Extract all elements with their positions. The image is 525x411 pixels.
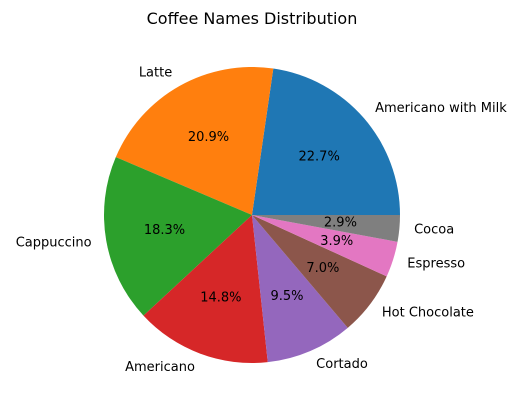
pie-labels: Americano with Milk 22.7% Latte 20.9% Cappuc… [16, 66, 507, 375]
pie-slice-cortado [252, 215, 348, 363]
pie-slice-cappuccino [104, 157, 252, 316]
slice-percent-cappuccino: 18.3% [144, 223, 185, 238]
slice-label-hot-chocolate: Hot Chocolate [382, 306, 474, 321]
slice-label-cappuccino: Cappuccino [16, 235, 92, 250]
pie-slice-americano [143, 215, 268, 363]
slice-percent-cortado: 9.5% [270, 289, 303, 304]
pie-slice-latte [115, 67, 274, 215]
slice-percent-hot-chocolate: 7.0% [306, 261, 339, 276]
pie-slice-espresso [252, 215, 398, 277]
pie-slices [104, 67, 400, 363]
pie-slice-americano-with-milk [252, 68, 400, 216]
slice-label-latte: Latte [139, 66, 172, 81]
slice-percent-latte: 20.9% [188, 130, 229, 145]
pie-slice-cocoa [252, 215, 400, 242]
slice-percent-americano: 14.8% [200, 291, 241, 306]
slice-label-espresso: Espresso [407, 256, 465, 271]
slice-percent-cocoa: 2.9% [324, 216, 357, 231]
slice-label-cocoa: Cocoa [414, 222, 454, 237]
slice-percent-americano-with-milk: 22.7% [299, 149, 340, 164]
slice-percent-espresso: 3.9% [320, 234, 353, 249]
slice-label-americano: Americano [125, 360, 195, 375]
pie-slice-hot-chocolate [252, 215, 387, 328]
slice-label-americano-with-milk: Americano with Milk [375, 101, 507, 116]
chart-title: Coffee Names Distribution [147, 9, 358, 28]
slice-label-cortado: Cortado [316, 357, 368, 372]
